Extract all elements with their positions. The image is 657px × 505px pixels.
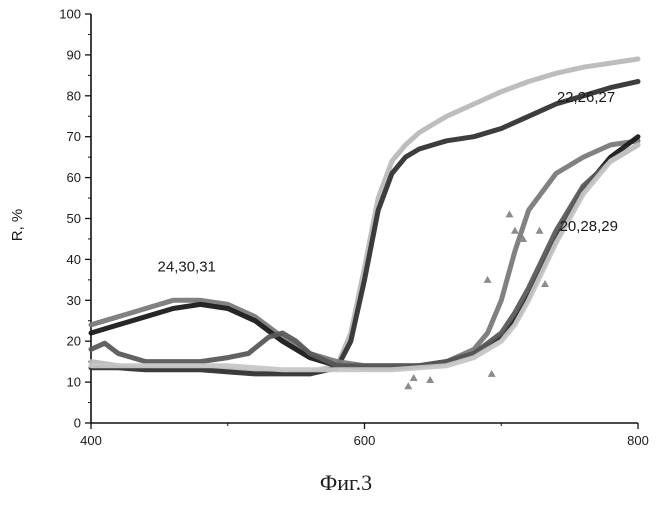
- y-axis-label: R, %: [9, 209, 26, 242]
- scatter-point: [404, 382, 412, 389]
- y-tick-label: 50: [67, 211, 81, 226]
- y-tick-label: 20: [67, 334, 81, 349]
- y-tick-label: 10: [67, 375, 81, 390]
- y-tick-label: 70: [67, 129, 81, 144]
- scatter-point: [505, 210, 513, 217]
- y-tick-label: 80: [67, 88, 81, 103]
- scatter-point: [511, 227, 519, 234]
- scatter-point: [488, 370, 496, 377]
- y-tick-label: 30: [67, 293, 81, 308]
- series-group: [91, 59, 638, 374]
- scatter-point: [410, 374, 418, 381]
- x-tick-label: 600: [354, 433, 376, 448]
- x-tick-label: 400: [80, 433, 102, 448]
- scatter-point: [536, 227, 544, 234]
- series-annotation: 22,26,27: [557, 89, 615, 106]
- y-tick-label: 0: [74, 416, 81, 431]
- y-tick-label: 100: [59, 7, 81, 22]
- series-annotation: 24,30,31: [158, 259, 216, 276]
- scatter-point: [426, 376, 434, 383]
- y-tick-label: 40: [67, 252, 81, 267]
- series-line-3: [91, 141, 638, 366]
- series-annotation: 20,28,29: [560, 218, 618, 235]
- figure-caption: Фиг.3: [320, 470, 372, 495]
- scatter-point: [484, 276, 492, 283]
- y-tick-label: 60: [67, 170, 81, 185]
- x-tick-label: 800: [627, 433, 649, 448]
- scatter-point: [541, 280, 549, 287]
- y-tick-label: 90: [67, 47, 81, 62]
